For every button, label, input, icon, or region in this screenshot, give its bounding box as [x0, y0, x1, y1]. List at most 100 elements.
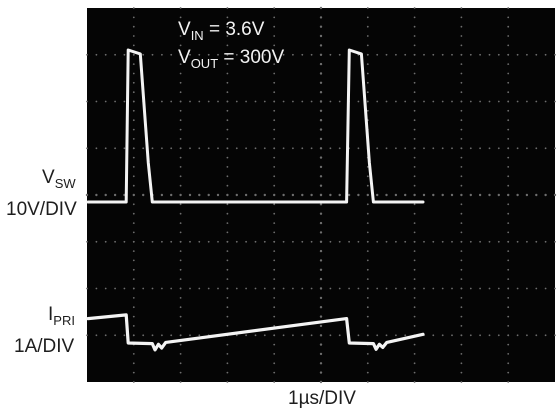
- grid-dot: [413, 297, 416, 299]
- grid-dot: [460, 109, 463, 112]
- grid-dot: [460, 250, 463, 253]
- grid-dot: [460, 100, 463, 103]
- grid-dot: [544, 193, 547, 197]
- grid-dot: [179, 371, 182, 374]
- grid-dot: [104, 334, 107, 337]
- grid-dot: [132, 381, 135, 383]
- grid-dot: [507, 72, 510, 75]
- grid-dot: [226, 381, 229, 383]
- grid-dot: [310, 53, 313, 56]
- grid-dot: [216, 193, 220, 197]
- grid-dot: [132, 147, 135, 150]
- grid-dot: [319, 193, 323, 197]
- grid-dot: [179, 212, 182, 215]
- grid-dot: [226, 119, 229, 122]
- grid-dot: [179, 72, 182, 75]
- grid-dot: [507, 381, 510, 383]
- grid-dot: [179, 35, 182, 37]
- grid-dot: [292, 287, 294, 290]
- grid-dot: [554, 53, 556, 56]
- grid-dot: [479, 100, 481, 103]
- grid-dot: [132, 100, 135, 103]
- grid-dot: [226, 268, 229, 271]
- grid-dot: [338, 334, 341, 337]
- grid-dot: [404, 147, 407, 150]
- grid-dot: [497, 193, 500, 197]
- grid-dot: [507, 193, 510, 197]
- grid-dot: [441, 147, 444, 150]
- grid-dot: [413, 138, 416, 140]
- grid-dot: [460, 371, 463, 374]
- grid-dot: [319, 34, 323, 38]
- grid-dot: [507, 44, 510, 47]
- grid-dot: [292, 334, 294, 337]
- grid-dot: [132, 109, 135, 112]
- grid-dot: [460, 175, 463, 178]
- grid-dot: [132, 63, 135, 65]
- grid-dot: [469, 193, 472, 197]
- grid-dot: [469, 240, 472, 243]
- grid-dot: [273, 72, 276, 75]
- grid-dot: [142, 53, 145, 56]
- grid-dot: [507, 53, 510, 56]
- grid-dot: [198, 240, 201, 243]
- grid-dot: [460, 193, 463, 197]
- grid-dot: [460, 138, 463, 140]
- grid-dot: [95, 334, 98, 337]
- grid-dot: [217, 100, 219, 103]
- grid-dot: [423, 53, 425, 56]
- grid-dot: [198, 147, 201, 150]
- grid-dot: [254, 334, 257, 337]
- grid-dot: [151, 100, 154, 103]
- grid-dot: [226, 91, 229, 94]
- grid-dot: [179, 250, 182, 253]
- grid-dot: [189, 287, 191, 290]
- grid-dot: [404, 240, 407, 243]
- grid-dot: [226, 306, 229, 309]
- grid-dot: [263, 147, 266, 150]
- grid-dot: [441, 287, 444, 290]
- grid-dot: [413, 175, 416, 178]
- grid-dot: [132, 166, 135, 168]
- grid-dot: [226, 44, 229, 47]
- grid-dot: [432, 147, 435, 150]
- grid-dot: [179, 353, 182, 355]
- grid-dot: [319, 277, 323, 281]
- grid-dot: [226, 203, 229, 206]
- grid-dot: [479, 334, 481, 337]
- grid-dot: [104, 287, 107, 290]
- grid-dot: [189, 240, 191, 243]
- grid-dot: [469, 147, 472, 150]
- grid-dot: [460, 72, 463, 75]
- grid-dot: [516, 100, 519, 103]
- grid-dot: [86, 240, 88, 243]
- grid-dot: [460, 119, 463, 122]
- grid-dot: [132, 362, 135, 365]
- grid-dot: [413, 353, 416, 355]
- grid-dot: [235, 240, 238, 243]
- grid-dot: [385, 53, 388, 56]
- grid-dot: [460, 315, 463, 318]
- grid-dot: [179, 343, 182, 346]
- grid-dot: [366, 240, 369, 243]
- grid-dot: [132, 306, 135, 309]
- grid-dot: [132, 325, 135, 327]
- grid-dot: [413, 156, 416, 159]
- grid-dot: [132, 81, 135, 84]
- grid-dot: [273, 240, 276, 243]
- grid-dot: [273, 175, 276, 178]
- grid-dot: [273, 100, 276, 103]
- grid-dot: [170, 147, 173, 150]
- grid-dot: [207, 193, 210, 197]
- grid-dot: [226, 138, 229, 140]
- grid-dot: [273, 315, 276, 318]
- grid-dot: [151, 240, 154, 243]
- grid-dot: [460, 63, 463, 65]
- grid-dot: [526, 100, 528, 103]
- grid-dot: [132, 222, 135, 225]
- grid-dot: [507, 128, 510, 131]
- grid-dot: [320, 53, 322, 56]
- grid-dot: [273, 250, 276, 253]
- grid-dot: [226, 343, 229, 346]
- grid-dot: [179, 16, 182, 19]
